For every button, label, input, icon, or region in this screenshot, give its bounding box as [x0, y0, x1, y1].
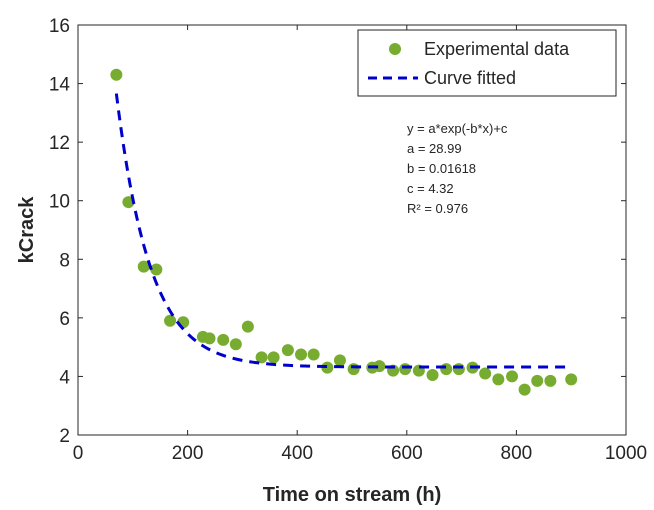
- data-point: [255, 351, 268, 364]
- fitted-curve: [114, 93, 572, 369]
- x-tick-label: 600: [391, 443, 423, 464]
- fit-param-b: b = 0.01618: [407, 161, 476, 176]
- data-point: [150, 263, 163, 276]
- data-point: [440, 363, 453, 376]
- data-point: [479, 367, 492, 380]
- y-axis-label: kCrack: [16, 196, 38, 264]
- x-tick-label: 0: [73, 443, 84, 464]
- legend-label-experimental: Experimental data: [424, 39, 570, 59]
- y-tick-label: 16: [49, 16, 70, 37]
- data-point: [267, 351, 280, 364]
- data-point: [307, 348, 320, 361]
- axes: [77, 24, 627, 436]
- data-point: [281, 344, 294, 357]
- data-point: [137, 260, 150, 273]
- data-point: [518, 383, 531, 396]
- x-tick-label: 800: [501, 443, 533, 464]
- data-point: [229, 338, 242, 351]
- data-point: [295, 348, 308, 361]
- fit-param-a: a = 28.99: [407, 141, 462, 156]
- x-axis-label: Time on stream (h): [263, 484, 442, 506]
- data-point: [110, 68, 123, 81]
- y-tick-label: 14: [49, 75, 71, 96]
- x-tick-label: 400: [281, 443, 313, 464]
- fit-equation: y = a*exp(-b*x)+c: [407, 121, 508, 136]
- data-point: [217, 333, 230, 346]
- data-point: [321, 361, 334, 374]
- y-tick-label: 8: [59, 250, 70, 271]
- y-tick-label: 6: [59, 309, 70, 330]
- data-point: [544, 374, 557, 387]
- x-tick-label: 1000: [605, 443, 647, 464]
- data-point: [164, 314, 177, 327]
- y-tick-label: 12: [49, 133, 70, 154]
- legend-marker-experimental: [389, 43, 401, 55]
- x-tick-label: 200: [172, 443, 204, 464]
- data-point: [399, 363, 412, 376]
- data-point: [241, 320, 254, 333]
- fit-r-squared: R² = 0.976: [407, 201, 468, 216]
- fit-annotation: y = a*exp(-b*x)+c a = 28.99 b = 0.01618 …: [407, 121, 508, 216]
- legend-box: [357, 29, 617, 97]
- ticks: 0 200 400 600 800 1000 2 4 6 8 10 12 14 16: [49, 16, 647, 464]
- data-point: [452, 363, 465, 376]
- y-tick-label: 2: [59, 426, 70, 447]
- data-point: [492, 373, 505, 386]
- legend: Experimental data Curve fitted: [357, 29, 617, 97]
- legend-label-curve: Curve fitted: [424, 68, 516, 88]
- y-tick-label: 4: [59, 367, 70, 388]
- data-point: [333, 354, 346, 367]
- data-point: [347, 363, 360, 376]
- y-tick-label: 10: [49, 192, 70, 213]
- data-point: [506, 370, 519, 383]
- plot-frame: [77, 24, 627, 436]
- data-point: [203, 332, 216, 345]
- data-point: [373, 360, 386, 373]
- data-point: [531, 374, 544, 387]
- data-point: [426, 368, 439, 381]
- data-marks: [110, 68, 578, 396]
- data-point: [565, 373, 578, 386]
- fit-param-c: c = 4.32: [407, 181, 454, 196]
